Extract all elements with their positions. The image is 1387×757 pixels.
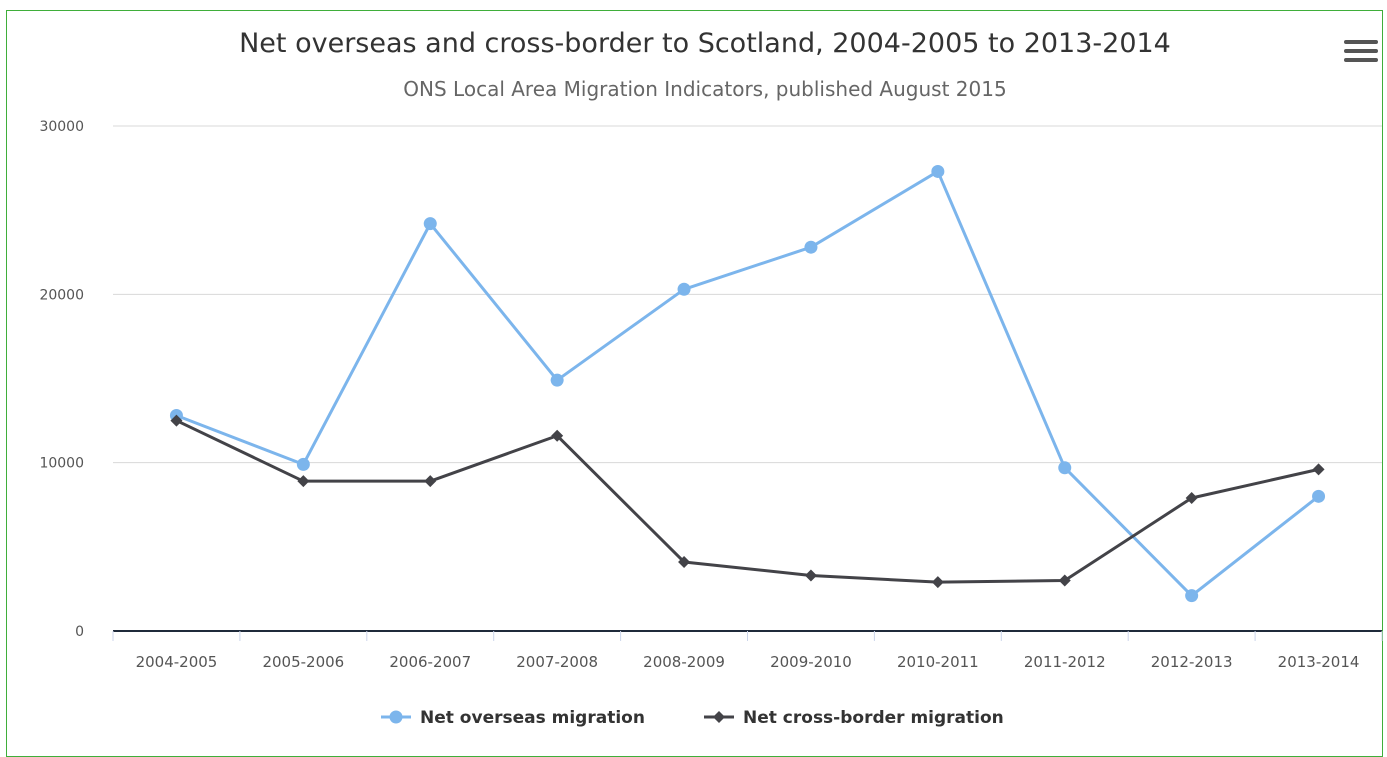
- data-point[interactable]: [297, 475, 310, 488]
- x-tick-label: 2009-2010: [770, 653, 852, 671]
- chart-subtitle: ONS Local Area Migration Indicators, pub…: [403, 77, 1007, 101]
- data-point[interactable]: [170, 414, 183, 427]
- x-tick-label: 2013-2014: [1278, 653, 1360, 671]
- data-point[interactable]: [1312, 489, 1326, 503]
- y-tick-label: 20000: [39, 287, 84, 303]
- data-point[interactable]: [1312, 463, 1325, 476]
- y-tick-label: 0: [75, 624, 84, 640]
- data-point[interactable]: [296, 457, 310, 471]
- y-tick-label: 30000: [39, 119, 84, 135]
- data-point[interactable]: [424, 475, 437, 488]
- chart-title: Net overseas and cross-border to Scotlan…: [239, 28, 1171, 59]
- chart-container: [6, 10, 1383, 757]
- data-point[interactable]: [1058, 574, 1071, 587]
- x-tick-label: 2006-2007: [389, 653, 471, 671]
- data-point[interactable]: [931, 576, 944, 589]
- legend-label[interactable]: Net overseas migration: [420, 708, 645, 728]
- data-point[interactable]: [804, 569, 817, 582]
- data-point[interactable]: [551, 429, 564, 442]
- hamburger-menu-icon[interactable]: [1344, 40, 1378, 66]
- x-tick-label: 2011-2012: [1024, 653, 1106, 671]
- legend-marker[interactable]: [389, 710, 403, 724]
- data-point[interactable]: [1185, 492, 1198, 505]
- data-point[interactable]: [804, 240, 818, 254]
- x-tick-label: 2012-2013: [1151, 653, 1233, 671]
- series-line-2: [174, 419, 1321, 584]
- x-tick-label: 2005-2006: [262, 653, 344, 671]
- data-point[interactable]: [678, 555, 691, 568]
- x-tick-label: 2010-2011: [897, 653, 979, 671]
- legend-marker[interactable]: [713, 711, 725, 723]
- data-point[interactable]: [1185, 589, 1199, 603]
- data-point[interactable]: [1058, 461, 1072, 475]
- series-line-1: [174, 169, 1321, 598]
- x-tick-label: 2007-2008: [516, 653, 598, 671]
- x-tick-label: 2004-2005: [136, 653, 218, 671]
- y-tick-label: 10000: [39, 456, 84, 472]
- data-point[interactable]: [677, 282, 691, 296]
- x-tick-label: 2008-2009: [643, 653, 725, 671]
- data-point[interactable]: [550, 373, 564, 387]
- legend-label[interactable]: Net cross-border migration: [743, 708, 1004, 728]
- data-point[interactable]: [423, 217, 437, 231]
- data-point[interactable]: [931, 164, 945, 178]
